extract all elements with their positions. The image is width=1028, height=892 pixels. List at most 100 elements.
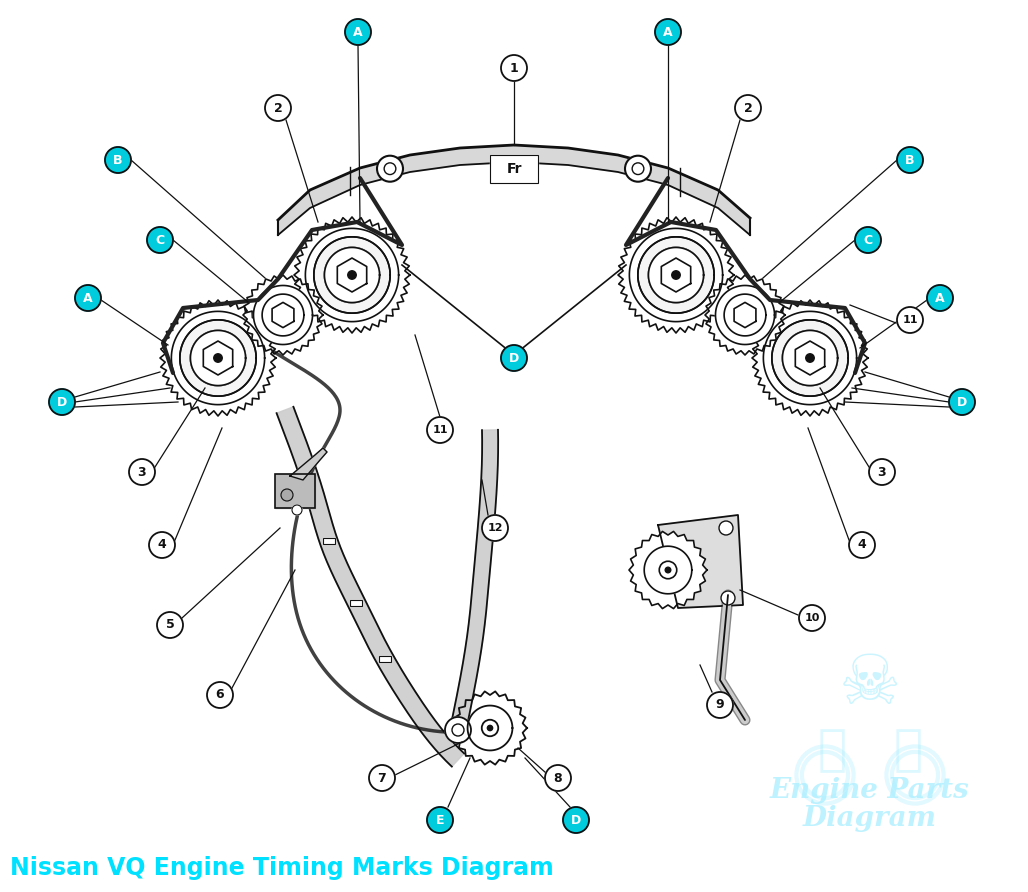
Circle shape [501, 345, 527, 371]
Circle shape [721, 591, 735, 605]
FancyBboxPatch shape [379, 657, 391, 662]
Text: A: A [935, 292, 945, 304]
Polygon shape [796, 341, 824, 375]
Polygon shape [661, 258, 691, 292]
Text: Nissan VQ Engine Timing Marks Diagram: Nissan VQ Engine Timing Marks Diagram [10, 856, 554, 880]
Polygon shape [204, 341, 232, 375]
Polygon shape [277, 407, 465, 766]
Circle shape [347, 271, 357, 279]
Circle shape [207, 682, 233, 708]
Circle shape [292, 505, 302, 515]
Text: ☠: ☠ [839, 651, 902, 718]
Text: 7: 7 [377, 772, 387, 784]
Circle shape [157, 612, 183, 638]
Text: Diagram: Diagram [803, 805, 937, 831]
Text: A: A [663, 26, 672, 38]
Text: D: D [571, 814, 581, 827]
Circle shape [75, 285, 101, 311]
Text: A: A [83, 292, 93, 304]
Polygon shape [325, 247, 379, 302]
Text: C: C [864, 234, 873, 246]
Text: B: B [906, 153, 915, 167]
Text: 3: 3 [138, 466, 146, 478]
Circle shape [799, 605, 825, 631]
Polygon shape [649, 247, 703, 302]
Polygon shape [658, 515, 743, 608]
FancyBboxPatch shape [351, 599, 363, 606]
Text: C: C [155, 234, 164, 246]
Circle shape [655, 19, 681, 45]
Circle shape [719, 521, 733, 535]
Circle shape [128, 459, 155, 485]
Circle shape [369, 765, 395, 791]
Circle shape [735, 95, 761, 121]
Circle shape [855, 227, 881, 253]
Text: E: E [436, 814, 444, 827]
Circle shape [849, 532, 875, 558]
Polygon shape [180, 320, 256, 396]
Polygon shape [243, 275, 323, 355]
Circle shape [897, 147, 923, 173]
Circle shape [707, 692, 733, 718]
Circle shape [427, 807, 453, 833]
Circle shape [949, 389, 975, 415]
Circle shape [445, 717, 471, 743]
Polygon shape [290, 448, 327, 480]
Text: A: A [354, 26, 363, 38]
Circle shape [105, 147, 131, 173]
Polygon shape [618, 217, 734, 333]
Polygon shape [294, 217, 410, 333]
Circle shape [545, 765, 571, 791]
Text: D: D [509, 351, 519, 365]
Circle shape [665, 567, 671, 573]
Circle shape [265, 95, 291, 121]
Polygon shape [453, 691, 527, 764]
Circle shape [897, 307, 923, 333]
Circle shape [427, 417, 453, 443]
Circle shape [345, 19, 371, 45]
Circle shape [49, 389, 75, 415]
Text: 5: 5 [166, 618, 175, 632]
Polygon shape [772, 320, 848, 396]
Circle shape [482, 515, 508, 541]
Text: B: B [113, 153, 122, 167]
Text: 11: 11 [903, 315, 918, 325]
Polygon shape [450, 430, 499, 731]
Text: 🔧: 🔧 [893, 726, 922, 774]
Circle shape [281, 489, 293, 501]
Text: Fr: Fr [506, 162, 522, 176]
Polygon shape [752, 300, 868, 416]
Text: 11: 11 [432, 425, 448, 435]
Polygon shape [262, 294, 304, 336]
Polygon shape [337, 258, 367, 292]
Polygon shape [278, 145, 750, 235]
Polygon shape [629, 532, 707, 608]
Text: 3: 3 [878, 466, 886, 478]
Text: 12: 12 [487, 523, 503, 533]
Polygon shape [645, 546, 692, 594]
Text: D: D [957, 395, 967, 409]
Circle shape [487, 725, 492, 731]
Text: 🔧: 🔧 [817, 726, 847, 774]
Circle shape [806, 354, 814, 362]
Circle shape [149, 532, 175, 558]
Circle shape [659, 561, 676, 579]
Text: 10: 10 [804, 613, 819, 623]
Polygon shape [724, 294, 766, 336]
Polygon shape [190, 330, 246, 385]
Circle shape [625, 156, 651, 182]
Circle shape [927, 285, 953, 311]
Polygon shape [705, 275, 785, 355]
Text: 6: 6 [216, 689, 224, 701]
Polygon shape [637, 237, 714, 313]
Text: 4: 4 [157, 539, 167, 551]
Polygon shape [734, 302, 756, 327]
Circle shape [563, 807, 589, 833]
Circle shape [214, 354, 222, 362]
Polygon shape [468, 706, 512, 750]
Text: 2: 2 [743, 102, 752, 114]
Polygon shape [314, 237, 391, 313]
Text: Engine Parts: Engine Parts [770, 777, 969, 804]
Polygon shape [715, 285, 774, 344]
Text: 8: 8 [554, 772, 562, 784]
